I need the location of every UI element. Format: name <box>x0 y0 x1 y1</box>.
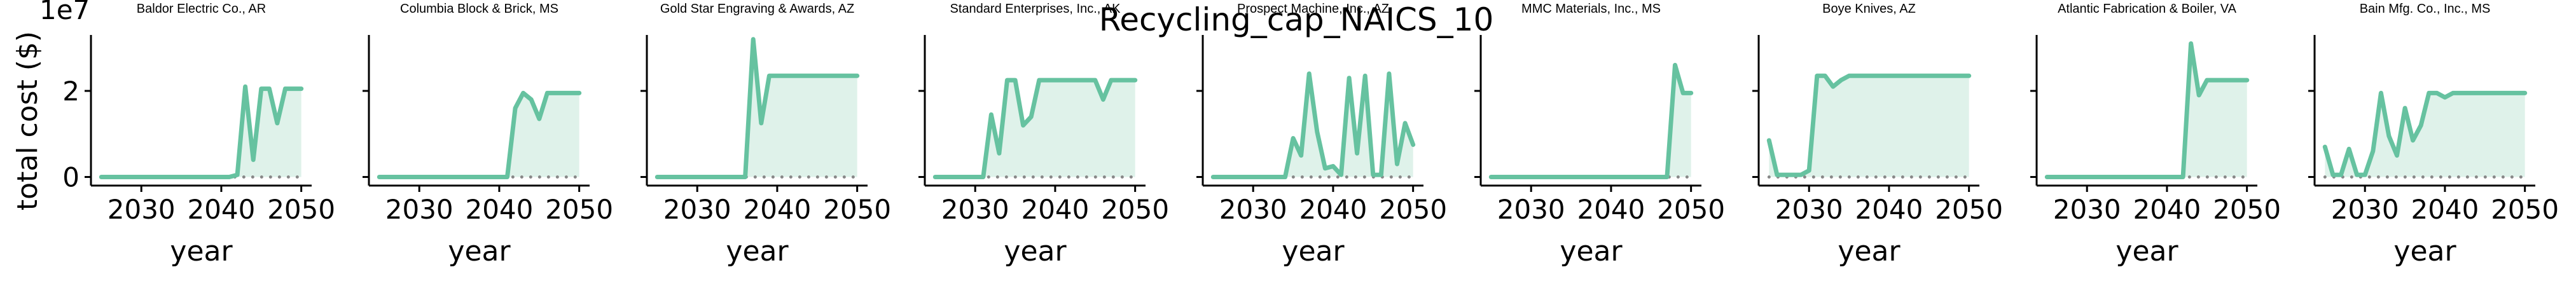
series-area <box>1491 65 1691 177</box>
x-axis-label: year <box>1004 235 1067 268</box>
x-tick-label: 2030 <box>1775 194 1843 225</box>
x-tick-label: 2030 <box>663 194 731 225</box>
subplot-title: MMC Materials, Inc., MS <box>1521 2 1661 16</box>
x-tick-label: 2050 <box>823 194 891 225</box>
subplot-2: Columbia Block & Brick, MS 2030 2040 2050 ye… <box>363 2 613 268</box>
x-tick-label: 2040 <box>743 194 811 225</box>
y-tick-label: 2 <box>62 76 80 107</box>
x-axis-label: year <box>2393 235 2456 268</box>
subplot-title: Atlantic Fabrication & Boiler, VA <box>2058 2 2237 16</box>
x-tick-label: 2040 <box>1577 194 1645 225</box>
x-axis-label: year <box>170 235 233 268</box>
subplot-grid: Baldor Electric Co., AR 0 2 2030 2040 2050 yea… <box>62 2 2559 268</box>
subplot-7: Boye Knives, AZ 2030 2040 2050 year <box>1752 2 2003 268</box>
series-line <box>1210 71 1416 179</box>
figure-suptitle: Recycling_cap_NAICS_10 <box>1099 1 1494 38</box>
x-tick-label: 2030 <box>2053 194 2121 225</box>
series-area <box>2325 93 2525 177</box>
series-line <box>932 78 1138 179</box>
x-tick-label: 2030 <box>941 194 1009 225</box>
series-line <box>377 90 582 179</box>
y-offset-label: 1e7 <box>39 0 90 25</box>
subplot-title: Bain Mfg. Co., Inc., MS <box>2360 2 2491 16</box>
series-area <box>935 80 1135 177</box>
x-axis-label: year <box>1282 235 1345 268</box>
x-tick-label: 2030 <box>107 194 176 225</box>
series-line <box>2044 41 2250 179</box>
x-tick-label: 2050 <box>1101 194 1169 225</box>
x-tick-label: 2050 <box>2213 194 2281 225</box>
subplot-3: Gold Star Engraving & Awards, AZ 2030 2040… <box>641 2 891 268</box>
subplot-title: Prospect Machine, Inc., AZ <box>1237 2 1389 16</box>
x-tick-label: 2040 <box>465 194 533 225</box>
x-tick-label: 2040 <box>2411 194 2479 225</box>
x-tick-label: 2050 <box>1657 194 1725 225</box>
subplot-title: Gold Star Engraving & Awards, AZ <box>660 2 854 16</box>
x-axis-label: year <box>448 235 511 268</box>
x-axis-label: year <box>726 235 789 268</box>
x-tick-label: 2050 <box>267 194 335 225</box>
x-axis-label: year <box>2116 235 2178 268</box>
subplot-4: Standard Enterprises, Inc., AK 2030 2040 20… <box>918 2 1169 268</box>
series-area <box>379 93 579 177</box>
series-area <box>2047 43 2247 177</box>
x-tick-label: 2040 <box>1299 194 1367 225</box>
x-tick-label: 2050 <box>1935 194 2003 225</box>
x-tick-label: 2050 <box>545 194 613 225</box>
x-tick-label: 2040 <box>1855 194 1923 225</box>
series-line <box>99 84 304 179</box>
x-axis-label: year <box>1838 235 1901 268</box>
x-tick-label: 2030 <box>1219 194 1287 225</box>
x-axis-label: year <box>1560 235 1623 268</box>
x-tick-label: 2050 <box>2491 194 2559 225</box>
x-tick-label: 2030 <box>1497 194 1565 225</box>
y-axis-label: total cost ($) <box>11 31 44 210</box>
x-tick-label: 2040 <box>1021 194 1089 225</box>
x-tick-label: 2030 <box>385 194 454 225</box>
series-line <box>1766 73 1972 177</box>
series-line <box>654 37 860 179</box>
subplot-1: Baldor Electric Co., AR 0 2 2030 2040 2050 yea… <box>62 2 335 268</box>
subplot-6: MMC Materials, Inc., MS 2030 2040 2050 year <box>1474 2 1725 268</box>
subplot-9: Bain Mfg. Co., Inc., MS 2030 2040 2050 year <box>2308 2 2559 268</box>
series-area <box>1769 76 1969 177</box>
x-tick-label: 2050 <box>1379 194 1447 225</box>
series-line <box>2322 90 2528 177</box>
subplot-title: Baldor Electric Co., AR <box>137 2 266 16</box>
x-tick-label: 2030 <box>2331 194 2399 225</box>
subplot-title: Boye Knives, AZ <box>1822 2 1916 16</box>
y-tick-label: 0 <box>62 161 80 193</box>
x-tick-label: 2040 <box>2133 194 2201 225</box>
subplot-title: Columbia Block & Brick, MS <box>400 2 558 16</box>
subplot-5: Prospect Machine, Inc., AZ 2030 2040 2050 ye… <box>1196 2 1447 268</box>
series-line <box>1488 62 1694 179</box>
x-tick-label: 2040 <box>187 194 255 225</box>
subplot-title: Standard Enterprises, Inc., AK <box>950 2 1121 16</box>
subplot-8: Atlantic Fabrication & Boiler, VA 2030 204… <box>2030 2 2281 268</box>
series-area <box>657 39 857 177</box>
